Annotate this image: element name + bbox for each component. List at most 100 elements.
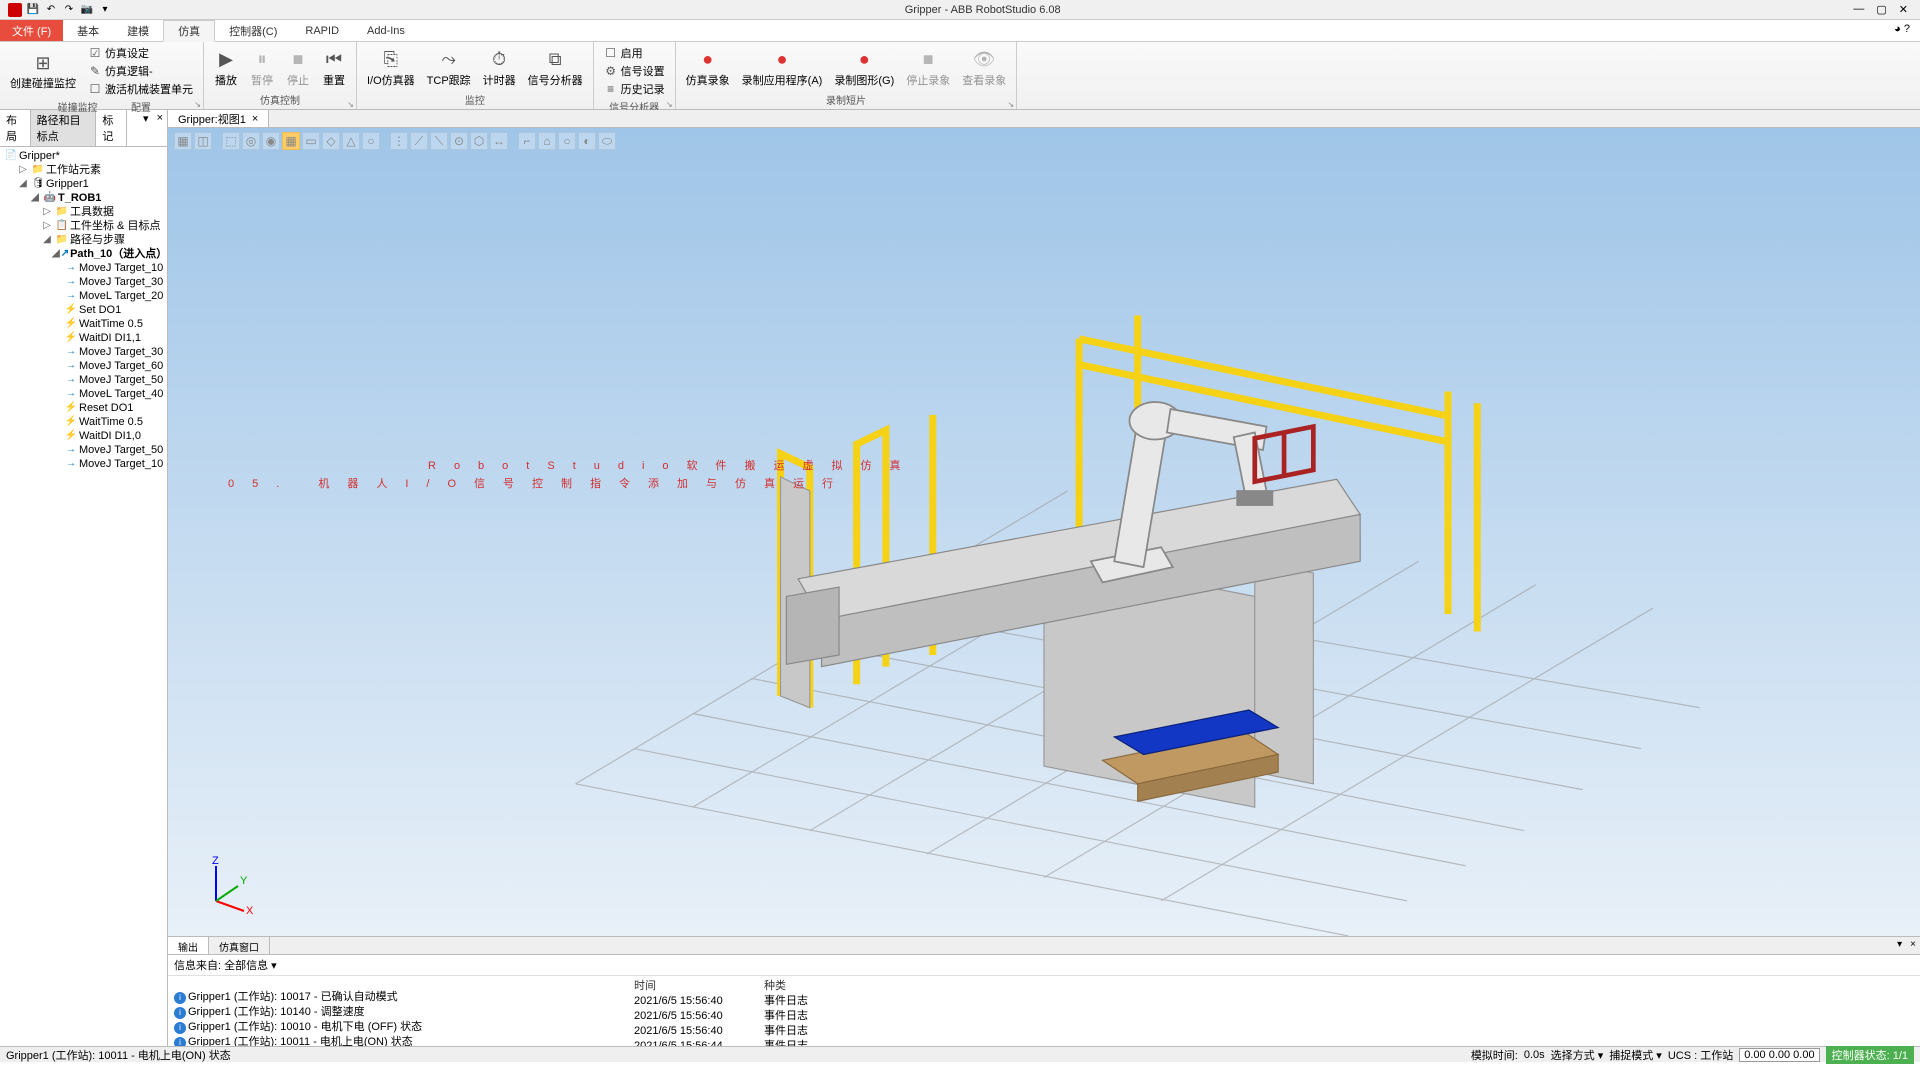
tree-item[interactable]: ▷📋工件坐标 & 目标点 bbox=[0, 219, 167, 233]
ribbon-btn-仿真录象[interactable]: ●仿真录象 bbox=[682, 47, 734, 89]
tree-item[interactable]: ⚡WaitTime 0.5 bbox=[0, 415, 167, 429]
tree-item[interactable]: →MoveJ Target_50 bbox=[0, 373, 167, 387]
sim-time-value: 0.0s bbox=[1524, 1049, 1545, 1061]
select-mode-dropdown[interactable]: 选择方式 ▾ bbox=[1551, 1047, 1604, 1063]
ribbon-item-信号设置[interactable]: ⚙信号设置 bbox=[600, 62, 669, 80]
file-tab[interactable]: 文件 (F) bbox=[0, 20, 63, 41]
vtool-11[interactable]: ⋮ bbox=[390, 132, 408, 150]
ribbon-btn-计时器[interactable]: ⏱计时器 bbox=[479, 47, 520, 89]
window-minimize-button[interactable]: — bbox=[1853, 3, 1864, 16]
ribbon-btn-TCP跟踪[interactable]: ⤳TCP跟踪 bbox=[423, 47, 475, 89]
view-tab-close-icon[interactable]: × bbox=[252, 113, 258, 125]
output-row[interactable]: iGripper1 (工作站): 10011 - 电机上电(ON) 状态 bbox=[174, 1035, 622, 1046]
left-tab-layout[interactable]: 布局 bbox=[0, 110, 31, 146]
tree-item[interactable]: →MoveJ Target_10 bbox=[0, 261, 167, 275]
output-row[interactable]: iGripper1 (工作站): 10017 - 已确认自动模式 bbox=[174, 990, 622, 1005]
tree-item[interactable]: →MoveJ Target_10 bbox=[0, 457, 167, 471]
tree-item[interactable]: 📄Gripper* bbox=[0, 149, 167, 163]
vtool-4[interactable]: ◎ bbox=[242, 132, 260, 150]
menu-tab-4[interactable]: RAPID bbox=[291, 20, 353, 41]
left-tab-paths[interactable]: 路径和目标点 bbox=[31, 110, 97, 146]
vtool-3[interactable]: ⬚ bbox=[222, 132, 240, 150]
vtool-16[interactable]: ↔ bbox=[490, 132, 508, 150]
vtool-2[interactable]: ◫ bbox=[194, 132, 212, 150]
vtool-8[interactable]: ◇ bbox=[322, 132, 340, 150]
ribbon-item-历史记录[interactable]: ≡历史记录 bbox=[600, 80, 669, 98]
vtool-18[interactable]: ⌂ bbox=[538, 132, 556, 150]
qat-save-icon[interactable]: 💾 bbox=[26, 3, 40, 17]
tree-item[interactable]: ⚡WaitDI DI1,0 bbox=[0, 429, 167, 443]
panel-close-icon[interactable]: × bbox=[153, 110, 167, 146]
menu-tab-0[interactable]: 基本 bbox=[63, 20, 113, 41]
left-tab-marks[interactable]: 标记 bbox=[96, 110, 127, 146]
ribbon-item-激活机械装置单元[interactable]: ☐激活机械装置单元 bbox=[84, 80, 197, 98]
view-tab[interactable]: Gripper:视图1 × bbox=[168, 110, 269, 127]
vtool-14[interactable]: ⊙ bbox=[450, 132, 468, 150]
ribbon-btn-信号分析器[interactable]: ⧉信号分析器 bbox=[524, 47, 587, 89]
panel-dropdown-icon[interactable]: ▾ bbox=[139, 110, 153, 146]
qat-screenshot-icon[interactable]: 📷 bbox=[80, 3, 94, 17]
qat-redo-icon[interactable]: ↷ bbox=[62, 3, 76, 17]
tree-item[interactable]: ◢↗Path_10（进入点） bbox=[0, 247, 167, 261]
tree-item[interactable]: ◢🤖T_ROB1 bbox=[0, 191, 167, 205]
qat-dropdown-icon[interactable]: ▾ bbox=[98, 3, 112, 17]
window-close-button[interactable]: ✕ bbox=[1899, 3, 1908, 16]
tree-item[interactable]: →MoveJ Target_30 bbox=[0, 275, 167, 289]
tree-item[interactable]: →MoveJ Target_50 bbox=[0, 443, 167, 457]
menu-tab-3[interactable]: 控制器(C) bbox=[215, 20, 291, 41]
help-icon[interactable]: ◕ ? bbox=[1884, 20, 1920, 41]
app-icon bbox=[8, 3, 22, 17]
ribbon-item-仿真设定[interactable]: ☑仿真设定 bbox=[84, 44, 197, 62]
view-tab-row: Gripper:视图1 × bbox=[168, 110, 1920, 128]
output-row[interactable]: iGripper1 (工作站): 10010 - 电机下电 (OFF) 状态 bbox=[174, 1020, 622, 1035]
output-tab-simwin[interactable]: 仿真窗口 bbox=[209, 937, 270, 954]
menu-tab-1[interactable]: 建模 bbox=[113, 20, 163, 41]
tree-item[interactable]: ⚡WaitDI DI1,1 bbox=[0, 331, 167, 345]
ribbon-btn-录制图形(G)[interactable]: ●录制图形(G) bbox=[830, 47, 898, 89]
tree-item[interactable]: ◢📁路径与步骤 bbox=[0, 233, 167, 247]
3d-viewport[interactable]: ▦◫ ⬚◎ ◉▦ ▭◇ △○ ⋮⟋ ⟍⊙ ⬡↔ ⌐⌂ ○◐ ⬭ bbox=[168, 128, 1920, 936]
output-filter[interactable]: 信息来自: 全部信息 ▾ bbox=[168, 955, 1920, 976]
navigation-tree[interactable]: 📄Gripper*▷📁工作站元素◢🛢Gripper1◢🤖T_ROB1▷📁工具数据… bbox=[0, 147, 167, 473]
ribbon-btn-播放[interactable]: ▶播放 bbox=[210, 47, 242, 89]
ribbon-item-仿真逻辑-[interactable]: ✎仿真逻辑- bbox=[84, 62, 197, 80]
ribbon-btn-I/O仿真器[interactable]: ⎘I/O仿真器 bbox=[363, 47, 419, 89]
tree-item[interactable]: →MoveJ Target_30 bbox=[0, 345, 167, 359]
menu-bar: 文件 (F) 基本建模仿真控制器(C)RAPIDAdd-Ins ◕ ? bbox=[0, 20, 1920, 42]
ribbon-btn-重置[interactable]: ⏮重置 bbox=[318, 47, 350, 89]
vtool-7[interactable]: ▭ bbox=[302, 132, 320, 150]
menu-tab-5[interactable]: Add-Ins bbox=[353, 20, 419, 41]
tree-item[interactable]: ▷📁工作站元素 bbox=[0, 163, 167, 177]
tree-item[interactable]: ⚡WaitTime 0.5 bbox=[0, 317, 167, 331]
vtool-12[interactable]: ⟋ bbox=[410, 132, 428, 150]
tree-item[interactable]: ⚡Reset DO1 bbox=[0, 401, 167, 415]
tree-item[interactable]: ⚡Set DO1 bbox=[0, 303, 167, 317]
vtool-15[interactable]: ⬡ bbox=[470, 132, 488, 150]
ribbon-btn-录制应用程序(A)[interactable]: ●录制应用程序(A) bbox=[738, 47, 827, 89]
vtool-20[interactable]: ◐ bbox=[578, 132, 596, 150]
ribbon-item-启用[interactable]: ☐启用 bbox=[600, 44, 669, 62]
window-maximize-button[interactable]: ▢ bbox=[1876, 3, 1886, 16]
vtool-6[interactable]: ▦ bbox=[282, 132, 300, 150]
tree-item[interactable]: →MoveL Target_20 bbox=[0, 289, 167, 303]
tree-item[interactable]: ◢🛢Gripper1 bbox=[0, 177, 167, 191]
vtool-17[interactable]: ⌐ bbox=[518, 132, 536, 150]
vtool-10[interactable]: ○ bbox=[362, 132, 380, 150]
snap-mode-dropdown[interactable]: 捕捉模式 ▾ bbox=[1609, 1047, 1662, 1063]
tree-item[interactable]: →MoveJ Target_60 bbox=[0, 359, 167, 373]
qat-undo-icon[interactable]: ↶ bbox=[44, 3, 58, 17]
output-tab-output[interactable]: 输出 bbox=[168, 937, 209, 954]
vtool-21[interactable]: ⬭ bbox=[598, 132, 616, 150]
vtool-5[interactable]: ◉ bbox=[262, 132, 280, 150]
vtool-9[interactable]: △ bbox=[342, 132, 360, 150]
output-close-icon[interactable]: × bbox=[1906, 937, 1920, 954]
output-row[interactable]: iGripper1 (工作站): 10140 - 调整速度 bbox=[174, 1005, 622, 1020]
vtool-19[interactable]: ○ bbox=[558, 132, 576, 150]
ribbon-btn-创建碰撞监控[interactable]: ⊞创建碰撞监控 bbox=[6, 50, 80, 92]
menu-tab-2[interactable]: 仿真 bbox=[163, 20, 215, 42]
output-dropdown-icon[interactable]: ▾ bbox=[1893, 937, 1906, 954]
vtool-13[interactable]: ⟍ bbox=[430, 132, 448, 150]
tree-item[interactable]: ▷📁工具数据 bbox=[0, 205, 167, 219]
vtool-1[interactable]: ▦ bbox=[174, 132, 192, 150]
tree-item[interactable]: →MoveL Target_40 bbox=[0, 387, 167, 401]
